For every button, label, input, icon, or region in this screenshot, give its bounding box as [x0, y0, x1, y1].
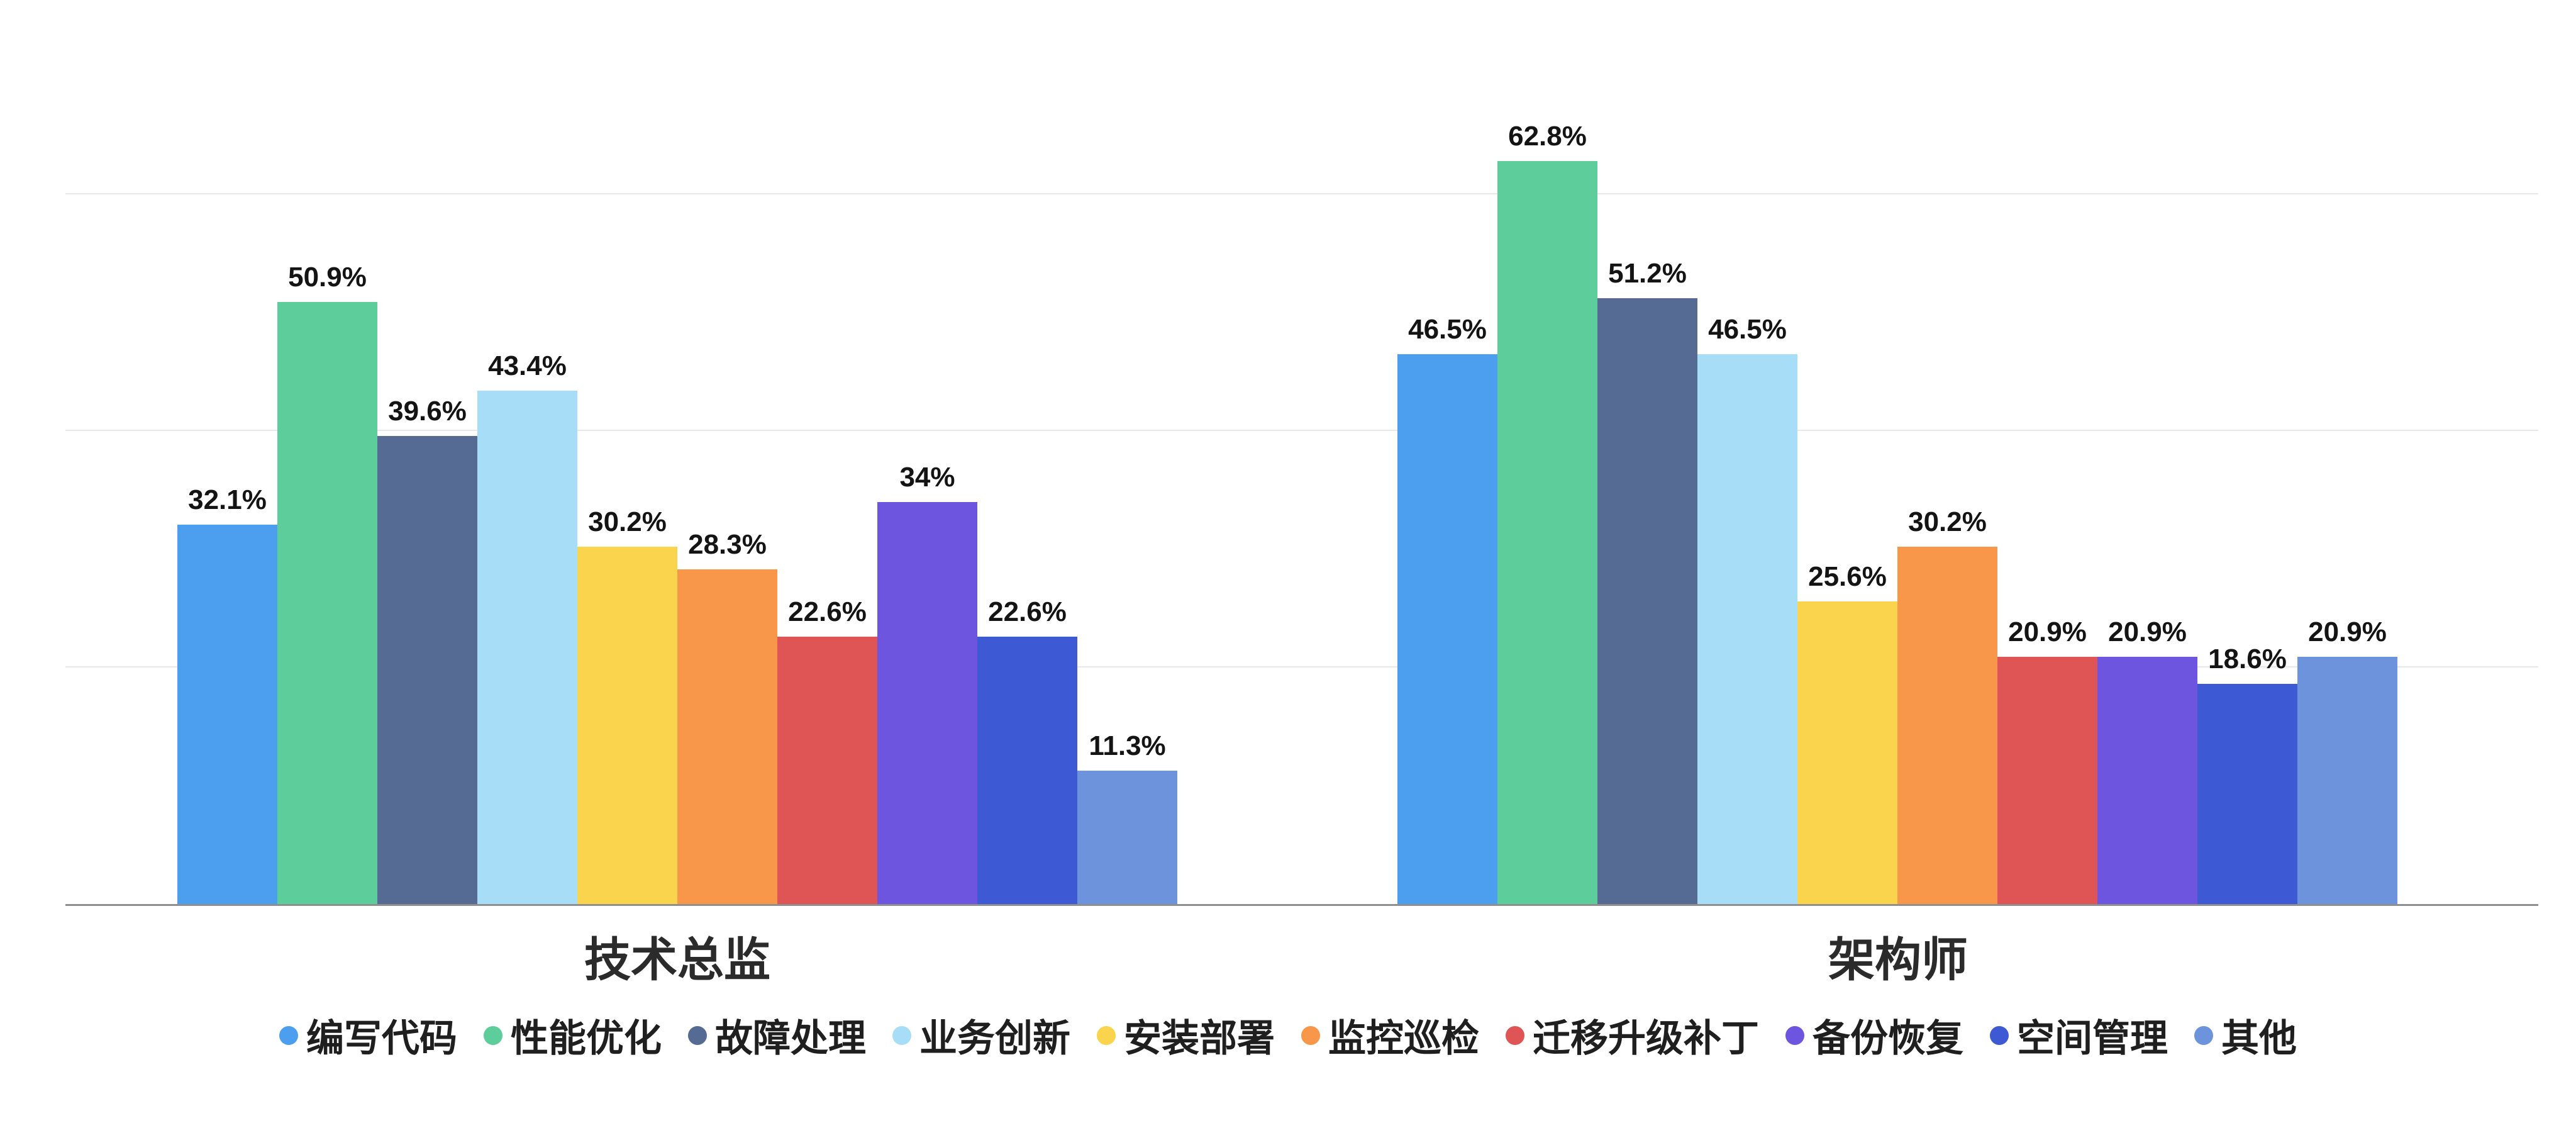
legend-item[interactable]: 迁移升级补丁 [1506, 1008, 1759, 1063]
legend-dot-icon [1785, 1025, 1804, 1045]
bar: 22.6% [977, 596, 1077, 904]
bar-value-label: 30.2% [588, 506, 667, 538]
legend-dot-icon [892, 1025, 911, 1045]
bar-value-label: 51.2% [1608, 258, 1687, 289]
legend-dot-icon [688, 1025, 707, 1045]
bar: 51.2% [1597, 258, 1697, 904]
bar-value-label: 22.6% [788, 596, 867, 628]
bar-value-label: 28.3% [688, 528, 767, 560]
bar: 20.9% [2297, 617, 2397, 904]
legend-dot-icon [1301, 1025, 1320, 1045]
bar-value-label: 20.9% [2008, 617, 2087, 648]
legend-label: 安装部署 [1124, 1017, 1275, 1059]
legend-label: 备份恢复 [1813, 1017, 1963, 1059]
bar-value-label: 46.5% [1408, 313, 1487, 345]
bar: 30.2% [577, 506, 677, 904]
legend-item[interactable]: 备份恢复 [1785, 1008, 1963, 1063]
bar: 28.3% [677, 529, 777, 904]
legend-item[interactable]: 故障处理 [688, 1008, 866, 1063]
legend-dot-icon [484, 1025, 502, 1045]
bar-value-label: 32.1% [188, 484, 267, 515]
bar: 18.6% [2197, 644, 2297, 904]
bar-value-label: 18.6% [2208, 644, 2287, 675]
bar-value-label: 62.8% [1508, 121, 1587, 152]
bar: 20.9% [1997, 617, 2097, 904]
plot-area: 32.1% 50.9% 39.6% 43.4% 30.2% 28.3% 22.6% 34% 22… [65, 0, 2538, 906]
legend-label: 其他 [2221, 1017, 2297, 1059]
bar-value-label: 34% [899, 461, 955, 493]
legend-dot-icon [1990, 1025, 2009, 1045]
legend-item[interactable]: 监控巡检 [1301, 1008, 1479, 1063]
bar: 43.4% [477, 350, 577, 904]
legend-label: 空间管理 [2017, 1017, 2168, 1059]
bar-value-label: 43.4% [488, 350, 567, 382]
bar: 62.8% [1497, 121, 1597, 904]
gridline [65, 193, 2538, 194]
bar-value-label: 39.6% [388, 395, 467, 427]
legend-dot-icon [2194, 1025, 2213, 1045]
chart-legend: 编写代码 性能优化 故障处理 业务创新 安装部署 监控巡检 迁移升级补丁 备份恢复 空间管理 其他 [0, 1008, 2576, 1063]
bar: 46.5% [1397, 314, 1497, 904]
legend-dot-icon [1097, 1025, 1116, 1045]
legend-label: 迁移升级补丁 [1533, 1017, 1759, 1059]
bar-value-label: 22.6% [988, 596, 1067, 628]
bar-value-label: 20.9% [2308, 617, 2387, 648]
bar-group-1: 32.1% 50.9% 39.6% 43.4% 30.2% 28.3% 22.6% 34% 22… [177, 0, 1177, 904]
bar: 39.6% [377, 396, 477, 904]
bar-value-label: 25.6% [1808, 561, 1887, 592]
legend-label: 编写代码 [306, 1017, 457, 1059]
legend-item[interactable]: 编写代码 [279, 1008, 457, 1063]
legend-item[interactable]: 空间管理 [1990, 1008, 2168, 1063]
bar-group-2: 46.5% 62.8% 51.2% 46.5% 25.6% 30.2% 20.9% 20.9%… [1397, 0, 2397, 904]
bar-value-label: 30.2% [1908, 506, 1987, 538]
bar-value-label: 11.3% [1089, 730, 1166, 761]
legend-label: 性能优化 [511, 1017, 662, 1059]
legend-item[interactable]: 其他 [2194, 1008, 2297, 1063]
bar-value-label: 46.5% [1708, 313, 1787, 345]
legend-dot-icon [1506, 1025, 1524, 1045]
bar: 32.1% [177, 484, 277, 904]
bar-value-label: 50.9% [288, 262, 367, 293]
bar: 30.2% [1897, 506, 1997, 904]
legend-item[interactable]: 业务创新 [892, 1008, 1070, 1063]
bar: 50.9% [277, 262, 377, 904]
bar: 25.6% [1797, 561, 1897, 904]
bar: 34% [877, 462, 977, 904]
legend-item[interactable]: 性能优化 [484, 1008, 662, 1063]
bar-value-label: 20.9% [2108, 617, 2187, 648]
bar: 46.5% [1697, 314, 1797, 904]
bar: 20.9% [2097, 617, 2197, 904]
category-label-group-2: 架构师 [1828, 934, 1968, 986]
gridline [65, 430, 2538, 431]
bar: 22.6% [777, 596, 877, 904]
legend-item[interactable]: 安装部署 [1097, 1008, 1275, 1063]
bar: 11.3% [1077, 730, 1177, 904]
legend-label: 监控巡检 [1328, 1017, 1479, 1059]
gridline [65, 666, 2538, 667]
legend-label: 故障处理 [715, 1017, 866, 1059]
legend-label: 业务创新 [919, 1017, 1070, 1059]
legend-dot-icon [279, 1025, 298, 1045]
category-label-group-1: 技术总监 [584, 934, 770, 986]
